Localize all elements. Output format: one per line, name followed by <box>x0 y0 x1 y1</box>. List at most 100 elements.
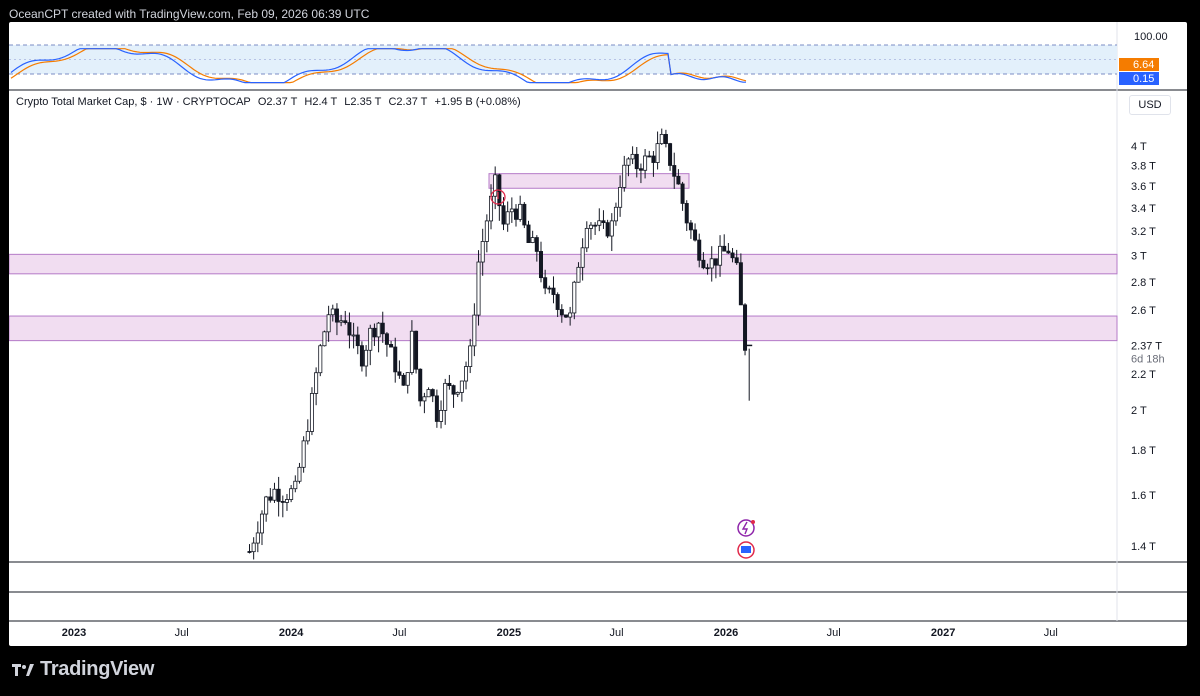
time-tick-label: Jul <box>610 627 624 639</box>
candle-body <box>476 261 481 316</box>
stoch-d-badge <box>1119 58 1159 71</box>
candle-body <box>376 322 381 338</box>
candle-body <box>347 322 352 336</box>
top-marker-circle <box>490 189 506 205</box>
stoch-k-value: 0.15 <box>1133 73 1154 85</box>
candle-body <box>647 155 652 158</box>
event-flag-glyph <box>741 546 751 553</box>
candle-body <box>501 205 506 225</box>
event-flash-icon <box>737 519 755 537</box>
legend-low: L2.35 T <box>344 96 382 108</box>
candle-body <box>514 208 519 220</box>
candle-body <box>443 382 448 411</box>
candle-body <box>663 133 668 144</box>
resistance-zone-2 <box>9 253 1118 275</box>
candle-body <box>284 499 289 503</box>
price-tick-label: 3.4 T <box>1131 203 1156 215</box>
candle-body <box>543 277 548 289</box>
candle-body <box>480 241 485 263</box>
candle-body <box>493 174 498 197</box>
candle-body <box>259 513 264 534</box>
price-tick-label: 3.2 T <box>1131 226 1156 238</box>
candle-body <box>530 237 535 243</box>
candle-body <box>730 252 735 259</box>
candle-body <box>509 208 514 213</box>
candle-body <box>709 258 714 269</box>
candle-body <box>301 440 306 468</box>
price-tick-label: 2.8 T <box>1131 277 1156 289</box>
candle-body <box>389 344 394 348</box>
candle-body <box>280 501 285 503</box>
candle-body <box>384 333 389 345</box>
candle-body <box>351 334 356 337</box>
candle-body <box>563 314 568 318</box>
event-flash-glyph <box>741 521 749 535</box>
candle-body <box>330 308 335 316</box>
candle-body <box>405 372 410 386</box>
current-price-label: 2.37 T <box>1131 340 1162 352</box>
candle-body <box>472 314 477 347</box>
candle-body <box>368 327 373 351</box>
legend-high: H2.4 T <box>304 96 338 108</box>
candles <box>247 128 753 560</box>
legend-title: Crypto Total Market Cap, $ · 1W · CRYPTO… <box>16 96 251 108</box>
candle-body <box>326 314 331 333</box>
time-tick-label: Jul <box>175 627 189 639</box>
candle-body <box>643 155 648 171</box>
candle-body <box>651 155 656 163</box>
candle-body <box>247 551 252 553</box>
candle-body <box>264 496 269 515</box>
chart-canvas[interactable]: 100.00 6.64 0.15 1.4 T 1.6 T 1.8 T 2 T 2.2 T 2.6… <box>9 22 1187 646</box>
candle-body <box>638 168 643 171</box>
candle-body <box>576 266 581 283</box>
price-tick-label: 1.6 T <box>1131 490 1156 502</box>
candle-body <box>701 259 706 269</box>
candle-body <box>372 327 377 338</box>
chart-panel[interactable]: 100.00 6.64 0.15 1.4 T 1.6 T 1.8 T 2 T 2.2 T 2.6… <box>9 22 1187 646</box>
candle-body <box>655 143 660 163</box>
candle-body <box>622 164 627 188</box>
candle-body <box>447 382 452 386</box>
candle-body <box>526 224 531 243</box>
candle-body <box>272 488 277 501</box>
candle-body <box>668 143 673 166</box>
candle-body <box>276 488 281 502</box>
legend-change: +1.95 B (+0.08%) <box>434 96 521 108</box>
candle-body <box>414 330 419 370</box>
time-tick-label: 2025 <box>497 627 521 639</box>
candle-body <box>597 220 602 226</box>
time-tick-label: 2027 <box>931 627 955 639</box>
candle-body <box>339 320 344 323</box>
candle-body <box>726 250 731 254</box>
candle-body <box>401 374 406 386</box>
candle-body <box>630 153 635 160</box>
candle-body <box>459 380 464 393</box>
candle-body <box>439 409 444 422</box>
candle-body <box>393 346 398 373</box>
resistance-zone-3 <box>9 315 1118 342</box>
candle-body <box>268 496 273 501</box>
candle-body <box>580 247 585 268</box>
candle-body <box>680 183 685 204</box>
candle-body <box>355 334 360 347</box>
legend-close: C2.37 T <box>388 96 428 108</box>
time-tick-label: Jul <box>827 627 841 639</box>
candle-body <box>601 220 606 224</box>
price-tick-label: 3 T <box>1131 251 1147 263</box>
currency-button[interactable]: USD <box>1129 95 1171 115</box>
candle-body <box>613 206 618 222</box>
candle-body <box>551 287 556 295</box>
price-tick-label: 4 T <box>1131 141 1147 153</box>
candle-body <box>468 345 473 367</box>
candle-body <box>743 304 748 351</box>
candle-body <box>547 287 552 290</box>
candle-body <box>659 133 664 145</box>
candle-body <box>418 368 423 402</box>
candle-body <box>693 229 698 241</box>
candle-body <box>572 281 577 314</box>
candle-body <box>684 203 689 224</box>
candle-body <box>289 488 294 500</box>
candle-body <box>705 267 710 270</box>
candle-body <box>555 294 560 310</box>
candle-body <box>334 308 339 323</box>
